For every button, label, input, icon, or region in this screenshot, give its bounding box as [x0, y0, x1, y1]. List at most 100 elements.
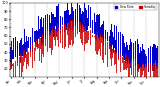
Bar [148, 48, 149, 72]
Bar [53, 14, 54, 37]
Bar [28, 52, 29, 66]
Bar [130, 63, 131, 66]
Bar [151, 65, 152, 81]
Bar [63, 10, 64, 26]
Bar [133, 58, 134, 78]
Bar [56, 31, 57, 37]
Bar [138, 64, 139, 72]
Bar [95, 22, 96, 39]
Bar [111, 24, 112, 53]
Bar [76, 23, 77, 29]
Bar [104, 38, 105, 61]
Bar [155, 60, 156, 81]
Bar [78, 13, 79, 32]
Bar [101, 37, 102, 43]
Bar [31, 47, 32, 68]
Bar [38, 44, 39, 48]
Bar [132, 62, 133, 74]
Bar [135, 41, 136, 66]
Bar [38, 16, 39, 39]
Bar [125, 47, 126, 63]
Bar [47, 29, 48, 52]
Bar [44, 22, 45, 34]
Bar [94, 35, 95, 37]
Bar [70, 14, 71, 30]
Bar [66, 27, 67, 29]
Bar [107, 32, 108, 41]
Bar [15, 37, 16, 57]
Bar [12, 50, 13, 59]
Bar [16, 47, 17, 57]
Bar [128, 50, 129, 60]
Bar [30, 37, 31, 52]
Bar [64, 24, 65, 49]
Bar [36, 30, 37, 41]
Bar [97, 14, 98, 35]
Bar [40, 19, 41, 37]
Bar [105, 29, 106, 39]
Bar [71, 21, 72, 40]
Bar [92, 35, 93, 37]
Bar [49, 15, 50, 36]
Bar [85, 26, 86, 44]
Bar [21, 55, 22, 77]
Bar [142, 44, 143, 65]
Bar [105, 39, 106, 55]
Bar [44, 39, 45, 51]
Bar [127, 46, 128, 64]
Bar [152, 66, 153, 71]
Bar [77, 22, 78, 34]
Bar [154, 44, 155, 71]
Bar [41, 42, 42, 63]
Bar [86, 10, 87, 31]
Bar [96, 15, 97, 41]
Bar [69, 21, 70, 45]
Bar [41, 17, 42, 46]
Bar [63, 27, 64, 42]
Bar [157, 46, 158, 68]
Bar [103, 21, 104, 46]
Bar [75, 9, 76, 26]
Bar [123, 36, 124, 57]
Bar [88, 5, 89, 26]
Bar [81, 14, 82, 33]
Bar [135, 59, 136, 81]
Bar [43, 39, 44, 57]
Bar [95, 33, 96, 51]
Bar [78, 27, 79, 35]
Bar [145, 54, 146, 64]
Bar [146, 66, 147, 78]
Bar [56, 6, 57, 36]
Bar [136, 65, 137, 81]
Bar [122, 57, 123, 63]
Bar [146, 56, 147, 68]
Bar [127, 62, 128, 68]
Bar [117, 50, 118, 68]
Bar [132, 44, 133, 61]
Bar [111, 47, 112, 66]
Bar [100, 27, 101, 36]
Bar [25, 42, 26, 55]
Bar [71, 3, 72, 21]
Bar [130, 39, 131, 68]
Bar [86, 31, 87, 43]
Bar [15, 61, 16, 79]
Bar [131, 42, 132, 61]
Bar [109, 41, 110, 49]
Bar [120, 54, 121, 72]
Bar [79, 22, 80, 30]
Bar [37, 45, 38, 49]
Bar [129, 63, 130, 81]
Bar [22, 57, 23, 72]
Bar [156, 48, 157, 69]
Bar [137, 39, 138, 71]
Bar [68, 10, 69, 31]
Bar [98, 38, 99, 51]
Bar [79, 5, 80, 32]
Bar [144, 50, 145, 68]
Bar [136, 53, 137, 62]
Bar [17, 41, 18, 62]
Bar [91, 28, 92, 50]
Bar [100, 34, 101, 56]
Bar [138, 44, 139, 70]
